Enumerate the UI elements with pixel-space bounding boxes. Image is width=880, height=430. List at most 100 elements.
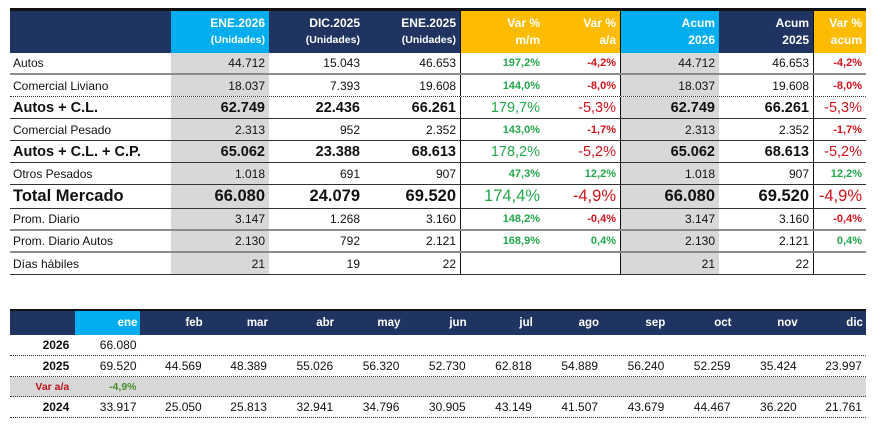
row-label: Comercial Pesado: [13, 122, 112, 137]
month-value: 52.730: [428, 359, 466, 373]
month-header-sep: sep: [645, 317, 666, 329]
header-subtext: (Unidades): [210, 34, 265, 46]
table-cell: 2.352: [719, 119, 814, 140]
cell-var-mm: 178,2%: [490, 143, 540, 160]
cell-acum2025: 22: [795, 256, 809, 271]
table-row: Prom. Diario Autos 2.130 792 2.121 168,9% 0,4…: [10, 231, 866, 253]
cell-acum2026: 2.130: [684, 234, 715, 248]
month-value: 23.997: [825, 359, 862, 373]
month-value: -4,9%: [109, 380, 137, 393]
header-text: Var %: [583, 16, 616, 30]
table-cell: 44.712: [171, 53, 269, 73]
table-cell: 21: [621, 253, 719, 274]
table-cell: 2.130: [171, 231, 269, 251]
cell-var-mm: 168,9%: [502, 235, 540, 247]
table-cell: 47,3%: [461, 163, 544, 184]
cell-acum2026: 18.037: [678, 78, 715, 93]
cell-var-acum: -4,2%: [833, 57, 862, 69]
month-header-feb: feb: [185, 317, 203, 329]
table-cell: 1.018: [171, 163, 269, 184]
month-value: 25.813: [230, 400, 267, 414]
table-cell: 3.160: [719, 209, 814, 229]
month-header-ene: ene: [75, 311, 141, 335]
table-cell: 2.121: [364, 231, 461, 251]
table-cell: 22.436: [269, 97, 364, 118]
cell-var-aa: -1,7%: [587, 123, 616, 136]
monthly-history-table: ene feb mar abr may jun jul ago sep oct nov dic 202…: [10, 309, 866, 418]
cell-var-acum: 0,4%: [836, 235, 862, 247]
cell-acum2026: 3.147: [684, 212, 715, 226]
row-label: Autos + C.L.: [13, 99, 98, 116]
cell-var-acum: -5,2%: [824, 143, 862, 160]
month-header-blank: [10, 311, 75, 335]
month-value: 30.905: [428, 400, 466, 414]
header-acum2025: Acum 2025: [719, 11, 814, 53]
header-subtext: 2025: [782, 33, 809, 47]
cell-acum2025: 3.160: [778, 212, 809, 226]
cell-dic2025: 24.079: [309, 187, 360, 205]
cell-acum2026: 65.062: [670, 143, 715, 160]
cell-var-acum: -0,4%: [833, 213, 862, 225]
table-cell: 19: [269, 253, 364, 274]
month-value: 56.320: [362, 359, 400, 373]
header-ene2025: ENE.2025 (Unidades): [364, 11, 461, 53]
cell-var-mm: 143,0%: [502, 123, 540, 136]
cell-var-acum: -5,3%: [824, 99, 862, 116]
table-cell: 178,2%: [461, 141, 544, 162]
month-value: 36.220: [760, 400, 797, 414]
header-subtext: (Unidades): [401, 34, 456, 46]
table-cell: -8,0%: [544, 75, 621, 96]
month-value: 44.569: [165, 359, 202, 373]
table-cell: 15.043: [269, 53, 364, 73]
table-cell: 2.130: [621, 231, 719, 251]
header-acum2026: Acum 2026: [621, 11, 719, 53]
table-cell: 23.388: [269, 141, 364, 162]
table-cell: 21: [171, 253, 269, 274]
cell-ene2026: 21: [251, 256, 265, 271]
table-cell: 22: [364, 253, 461, 274]
cell-acum2026: 44.712: [678, 56, 715, 70]
cell-var-aa: -5,3%: [578, 99, 616, 116]
cell-acum2025: 46.653: [772, 56, 809, 70]
cell-var-aa: -5,2%: [578, 143, 616, 160]
table-cell: 62.749: [171, 97, 269, 118]
table-cell: 44.712: [621, 53, 719, 73]
cell-ene2026: 44.712: [228, 56, 265, 70]
table-cell: 144,0%: [461, 75, 544, 96]
cell-var-aa: 0,4%: [590, 235, 616, 247]
month-header-oct: oct: [714, 317, 732, 329]
cell-acum2026: 21: [701, 256, 715, 271]
cell-acum2025: 69.520: [758, 187, 809, 205]
cell-acum2026: 1.018: [684, 166, 715, 181]
month-header-jul: jul: [519, 317, 533, 329]
cell-dic2025: 691: [339, 166, 360, 181]
header-text: Acum: [775, 16, 809, 30]
table-cell: 0,4%: [814, 231, 866, 251]
month-value: 35.424: [760, 359, 797, 373]
table-cell: 7.393: [269, 75, 364, 96]
cell-ene2025: 68.613: [411, 143, 456, 160]
cell-ene2026: 2.130: [234, 234, 265, 248]
table-cell: 179,7%: [461, 97, 544, 118]
cell-acum2025: 19.608: [772, 78, 809, 93]
table-cell: -4,2%: [544, 53, 621, 73]
summary-header-row: ENE.2026 (Unidades) DIC.2025 (Unidades) EN…: [10, 8, 866, 53]
year-row: 2025 69.520 44.569 48.389 55.026 56.320 52.730…: [10, 356, 866, 377]
month-header-ago: ago: [578, 317, 600, 329]
row-label: Otros Pesados: [13, 166, 93, 181]
month-header-dic: dic: [846, 317, 863, 329]
table-cell: 19.608: [364, 75, 461, 96]
cell-ene2025: 46.653: [419, 56, 456, 70]
header-var-aa: Var % a/a: [544, 11, 621, 53]
table-cell: 3.147: [621, 209, 719, 229]
table-cell: 68.613: [719, 141, 814, 162]
month-value: 43.679: [627, 400, 665, 414]
table-cell: 18.037: [621, 75, 719, 96]
row-label: Prom. Diario Autos: [13, 234, 114, 248]
cell-var-aa: 12,2%: [584, 167, 616, 180]
table-row: Total Mercado 66.080 24.079 69.520 174,4% -4,…: [10, 185, 866, 209]
header-text: Acum: [681, 16, 715, 30]
table-cell: 68.613: [364, 141, 461, 162]
table-cell: 65.062: [621, 141, 719, 162]
header-text: ENE.2025: [401, 16, 456, 30]
